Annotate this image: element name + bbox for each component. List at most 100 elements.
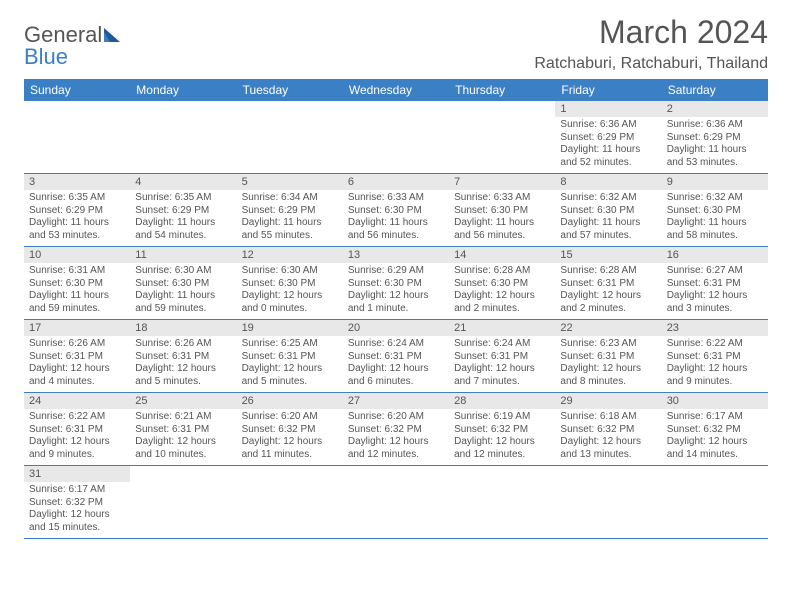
calendar-day-cell: 28Sunrise: 6:19 AMSunset: 6:32 PMDayligh…: [449, 393, 555, 466]
calendar-day-cell: 6Sunrise: 6:33 AMSunset: 6:30 PMDaylight…: [343, 174, 449, 247]
day-number: 6: [343, 174, 449, 190]
day-details: Sunrise: 6:34 AMSunset: 6:29 PMDaylight:…: [237, 190, 343, 246]
day-number: 13: [343, 247, 449, 263]
sunrise-text: Sunrise: 6:30 AM: [135, 265, 231, 278]
calendar-week-row: 31Sunrise: 6:17 AMSunset: 6:32 PMDayligh…: [24, 466, 768, 539]
day-number: 29: [555, 393, 661, 409]
sunset-text: Sunset: 6:29 PM: [560, 132, 656, 145]
sunset-text: Sunset: 6:29 PM: [667, 132, 763, 145]
day-details: Sunrise: 6:26 AMSunset: 6:31 PMDaylight:…: [130, 336, 236, 392]
sunset-text: Sunset: 6:29 PM: [135, 205, 231, 218]
daylight-text: Daylight: 12 hours and 11 minutes.: [242, 436, 338, 461]
day-number: 8: [555, 174, 661, 190]
daylight-text: Daylight: 12 hours and 15 minutes.: [29, 509, 125, 534]
daylight-text: Daylight: 12 hours and 13 minutes.: [560, 436, 656, 461]
calendar-week-row: 17Sunrise: 6:26 AMSunset: 6:31 PMDayligh…: [24, 320, 768, 393]
day-number: 11: [130, 247, 236, 263]
sunrise-text: Sunrise: 6:32 AM: [667, 192, 763, 205]
day-number: 15: [555, 247, 661, 263]
calendar-table: Sunday Monday Tuesday Wednesday Thursday…: [24, 79, 768, 539]
calendar-day-cell: [343, 466, 449, 539]
daylight-text: Daylight: 12 hours and 4 minutes.: [29, 363, 125, 388]
day-number: 16: [662, 247, 768, 263]
day-number: 24: [24, 393, 130, 409]
day-number: 12: [237, 247, 343, 263]
day-number: 26: [237, 393, 343, 409]
sunset-text: Sunset: 6:31 PM: [667, 278, 763, 291]
day-number: 25: [130, 393, 236, 409]
day-details: Sunrise: 6:27 AMSunset: 6:31 PMDaylight:…: [662, 263, 768, 319]
calendar-day-cell: 9Sunrise: 6:32 AMSunset: 6:30 PMDaylight…: [662, 174, 768, 247]
page-header: General Blue March 2024 Ratchaburi, Ratc…: [24, 14, 768, 73]
day-details: Sunrise: 6:32 AMSunset: 6:30 PMDaylight:…: [555, 190, 661, 246]
daylight-text: Daylight: 12 hours and 10 minutes.: [135, 436, 231, 461]
day-number: 31: [24, 466, 130, 482]
daylight-text: Daylight: 11 hours and 56 minutes.: [348, 217, 444, 242]
day-number: 30: [662, 393, 768, 409]
day-details: Sunrise: 6:35 AMSunset: 6:29 PMDaylight:…: [24, 190, 130, 246]
daylight-text: Daylight: 12 hours and 7 minutes.: [454, 363, 550, 388]
logo: General Blue: [24, 24, 124, 68]
day-number: 7: [449, 174, 555, 190]
calendar-day-cell: 14Sunrise: 6:28 AMSunset: 6:30 PMDayligh…: [449, 247, 555, 320]
day-number: 20: [343, 320, 449, 336]
calendar-day-cell: [449, 101, 555, 174]
sunset-text: Sunset: 6:31 PM: [29, 351, 125, 364]
day-details: Sunrise: 6:28 AMSunset: 6:31 PMDaylight:…: [555, 263, 661, 319]
calendar-day-cell: 12Sunrise: 6:30 AMSunset: 6:30 PMDayligh…: [237, 247, 343, 320]
logo-text-2: Blue: [24, 44, 68, 69]
daylight-text: Daylight: 11 hours and 59 minutes.: [135, 290, 231, 315]
sunset-text: Sunset: 6:32 PM: [348, 424, 444, 437]
sunset-text: Sunset: 6:30 PM: [242, 278, 338, 291]
calendar-day-cell: 21Sunrise: 6:24 AMSunset: 6:31 PMDayligh…: [449, 320, 555, 393]
daylight-text: Daylight: 12 hours and 3 minutes.: [667, 290, 763, 315]
sunset-text: Sunset: 6:31 PM: [242, 351, 338, 364]
sunrise-text: Sunrise: 6:32 AM: [560, 192, 656, 205]
daylight-text: Daylight: 11 hours and 54 minutes.: [135, 217, 231, 242]
sunrise-text: Sunrise: 6:17 AM: [29, 484, 125, 497]
day-number: 19: [237, 320, 343, 336]
calendar-day-cell: 19Sunrise: 6:25 AMSunset: 6:31 PMDayligh…: [237, 320, 343, 393]
day-details: Sunrise: 6:20 AMSunset: 6:32 PMDaylight:…: [237, 409, 343, 465]
day-details: Sunrise: 6:35 AMSunset: 6:29 PMDaylight:…: [130, 190, 236, 246]
calendar-week-row: 3Sunrise: 6:35 AMSunset: 6:29 PMDaylight…: [24, 174, 768, 247]
sunset-text: Sunset: 6:32 PM: [242, 424, 338, 437]
daylight-text: Daylight: 12 hours and 5 minutes.: [135, 363, 231, 388]
sunrise-text: Sunrise: 6:24 AM: [454, 338, 550, 351]
calendar-day-cell: 13Sunrise: 6:29 AMSunset: 6:30 PMDayligh…: [343, 247, 449, 320]
day-details: Sunrise: 6:19 AMSunset: 6:32 PMDaylight:…: [449, 409, 555, 465]
sunset-text: Sunset: 6:29 PM: [29, 205, 125, 218]
day-number: 17: [24, 320, 130, 336]
location: Ratchaburi, Ratchaburi, Thailand: [534, 55, 768, 73]
sunset-text: Sunset: 6:30 PM: [135, 278, 231, 291]
sunrise-text: Sunrise: 6:22 AM: [29, 411, 125, 424]
sunrise-text: Sunrise: 6:27 AM: [667, 265, 763, 278]
calendar-day-cell: 25Sunrise: 6:21 AMSunset: 6:31 PMDayligh…: [130, 393, 236, 466]
daylight-text: Daylight: 11 hours and 56 minutes.: [454, 217, 550, 242]
day-details: Sunrise: 6:18 AMSunset: 6:32 PMDaylight:…: [555, 409, 661, 465]
daylight-text: Daylight: 12 hours and 12 minutes.: [348, 436, 444, 461]
day-number: 23: [662, 320, 768, 336]
sunrise-text: Sunrise: 6:17 AM: [667, 411, 763, 424]
sunset-text: Sunset: 6:31 PM: [29, 424, 125, 437]
daylight-text: Daylight: 11 hours and 53 minutes.: [667, 144, 763, 169]
calendar-day-cell: 1Sunrise: 6:36 AMSunset: 6:29 PMDaylight…: [555, 101, 661, 174]
day-details: Sunrise: 6:29 AMSunset: 6:30 PMDaylight:…: [343, 263, 449, 319]
calendar-day-cell: [237, 466, 343, 539]
calendar-day-cell: 15Sunrise: 6:28 AMSunset: 6:31 PMDayligh…: [555, 247, 661, 320]
calendar-week-row: 10Sunrise: 6:31 AMSunset: 6:30 PMDayligh…: [24, 247, 768, 320]
daylight-text: Daylight: 12 hours and 5 minutes.: [242, 363, 338, 388]
sunrise-text: Sunrise: 6:18 AM: [560, 411, 656, 424]
daylight-text: Daylight: 12 hours and 9 minutes.: [667, 363, 763, 388]
weekday-header: Monday: [130, 79, 236, 101]
daylight-text: Daylight: 12 hours and 2 minutes.: [454, 290, 550, 315]
daylight-text: Daylight: 11 hours and 52 minutes.: [560, 144, 656, 169]
calendar-day-cell: [24, 101, 130, 174]
calendar-day-cell: 20Sunrise: 6:24 AMSunset: 6:31 PMDayligh…: [343, 320, 449, 393]
day-details: Sunrise: 6:24 AMSunset: 6:31 PMDaylight:…: [343, 336, 449, 392]
calendar-day-cell: [130, 101, 236, 174]
calendar-day-cell: 3Sunrise: 6:35 AMSunset: 6:29 PMDaylight…: [24, 174, 130, 247]
calendar-day-cell: [449, 466, 555, 539]
day-details: Sunrise: 6:23 AMSunset: 6:31 PMDaylight:…: [555, 336, 661, 392]
calendar-week-row: 24 Sunrise: 6:22 AMSunset: 6:31 PM Dayligh…: [24, 393, 768, 466]
